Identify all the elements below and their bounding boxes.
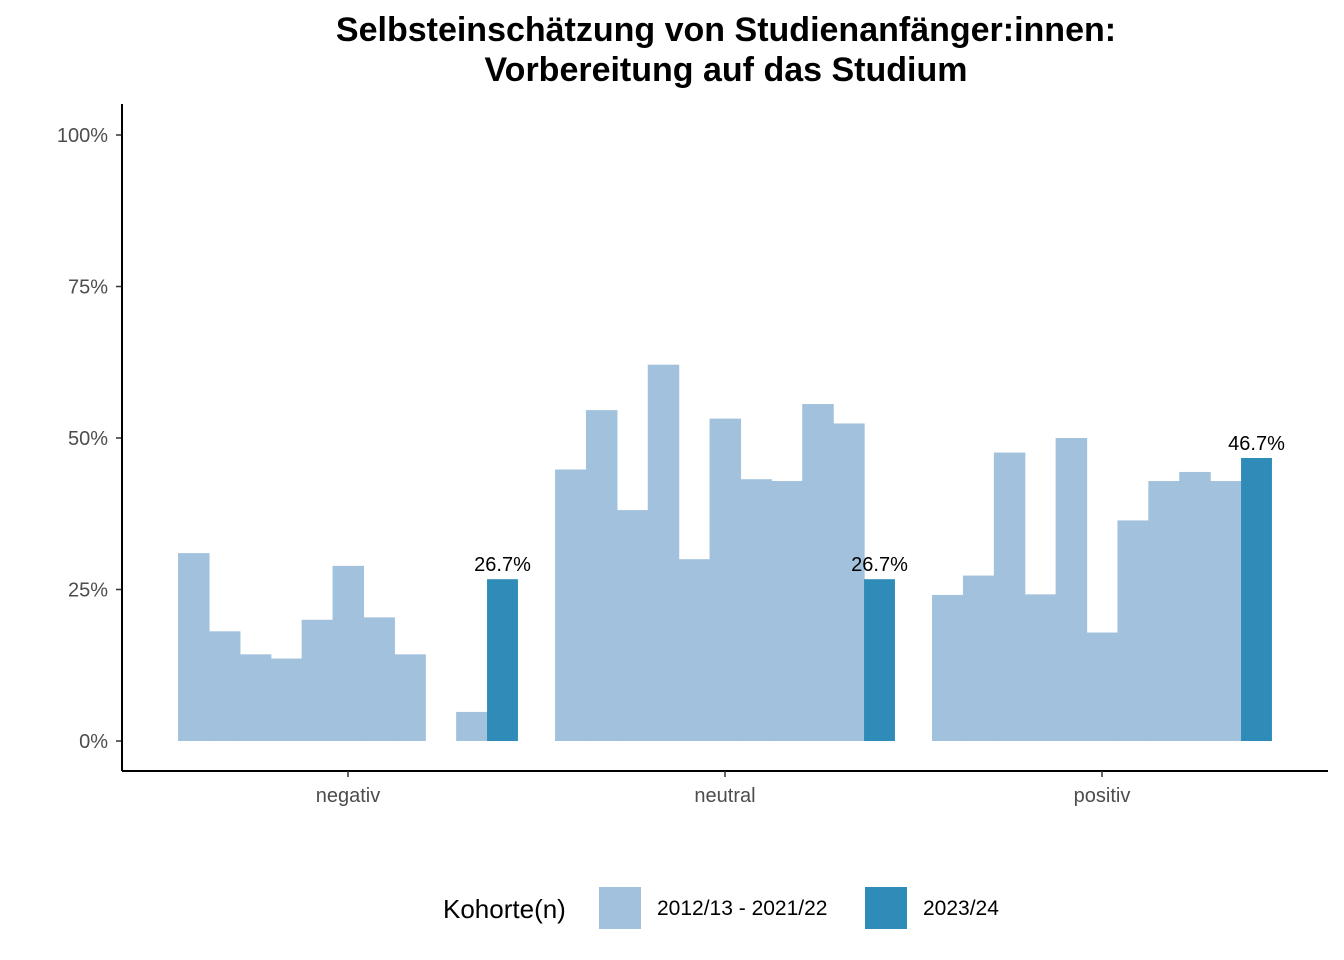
bar-past-negativ-3 xyxy=(239,654,272,741)
bar-past-negativ-10 xyxy=(456,711,488,741)
bar-current-negativ xyxy=(487,579,518,741)
bar-past-positiv-6 xyxy=(1086,632,1119,741)
x-tick-label-positiv: positiv xyxy=(1074,785,1131,807)
y-tick-label: 50% xyxy=(68,428,108,450)
bar-past-neutral-9 xyxy=(802,404,834,741)
bar-past-positiv-7 xyxy=(1117,520,1149,741)
data-label-positiv: 46.7% xyxy=(1228,433,1285,455)
bar-current-neutral xyxy=(864,579,895,741)
y-tick-label: 75% xyxy=(68,277,108,299)
bar-past-negativ-6 xyxy=(332,565,365,741)
bar-past-neutral-3 xyxy=(616,510,649,741)
bar-past-positiv-10 xyxy=(1210,481,1242,741)
bar-past-positiv-1 xyxy=(932,594,964,741)
bar-past-negativ-7 xyxy=(363,617,395,741)
y-tick-label: 25% xyxy=(68,580,108,602)
legend-swatch-current-cohort xyxy=(865,887,907,929)
chart-title: Selbsteinschätzung von Studienanfänger:i… xyxy=(0,10,1344,90)
chart-title-line2: Vorbereitung auf das Studium xyxy=(484,51,968,89)
bar-past-positiv-5 xyxy=(1055,438,1088,741)
bar-past-neutral-6 xyxy=(709,418,742,741)
legend-title: Kohorte(n) xyxy=(443,894,566,924)
legend: Kohorte(n) 2012/13 - 2021/22 2023/24 xyxy=(0,886,1344,930)
bar-current-positiv xyxy=(1241,457,1272,741)
bar-past-neutral-2 xyxy=(585,410,618,741)
bar-chart: 0% 25% 50% 75% 100% 26.7% 26.7% 46.7% negativ neu… xyxy=(57,104,1328,807)
bar-past-negativ-4 xyxy=(270,658,303,741)
chart-title-line1: Selbsteinschätzung von Studienanfänger:i… xyxy=(335,11,1117,49)
y-tick-label: 100% xyxy=(57,125,108,147)
bar-past-positiv-2 xyxy=(962,575,995,741)
bar-past-negativ-5 xyxy=(301,619,334,741)
x-tick-label-negativ: negativ xyxy=(316,785,381,807)
legend-label-current-cohort: 2023/24 xyxy=(923,897,999,920)
legend-label-past-cohorts: 2012/13 - 2021/22 xyxy=(657,897,828,920)
bar-past-neutral-8 xyxy=(771,481,803,741)
y-tick-label: 0% xyxy=(79,731,108,753)
bar-past-positiv-8 xyxy=(1148,481,1180,741)
bar-past-neutral-10 xyxy=(833,423,865,741)
bar-past-positiv-9 xyxy=(1179,471,1211,741)
data-label-negativ: 26.7% xyxy=(474,554,531,576)
x-tick-label-neutral: neutral xyxy=(694,785,755,807)
bar-past-positiv-3 xyxy=(993,452,1026,741)
bar-past-neutral-5 xyxy=(678,559,711,741)
bar-past-positiv-4 xyxy=(1024,594,1057,741)
bar-past-neutral-4 xyxy=(647,364,680,741)
bar-past-negativ-1 xyxy=(178,553,210,741)
bar-past-negativ-2 xyxy=(208,631,241,741)
legend-swatch-past-cohorts xyxy=(599,887,641,929)
bar-past-neutral-1 xyxy=(555,469,587,741)
data-label-neutral: 26.7% xyxy=(851,554,908,576)
bar-past-negativ-8 xyxy=(394,654,426,741)
bar-past-neutral-7 xyxy=(740,479,772,741)
